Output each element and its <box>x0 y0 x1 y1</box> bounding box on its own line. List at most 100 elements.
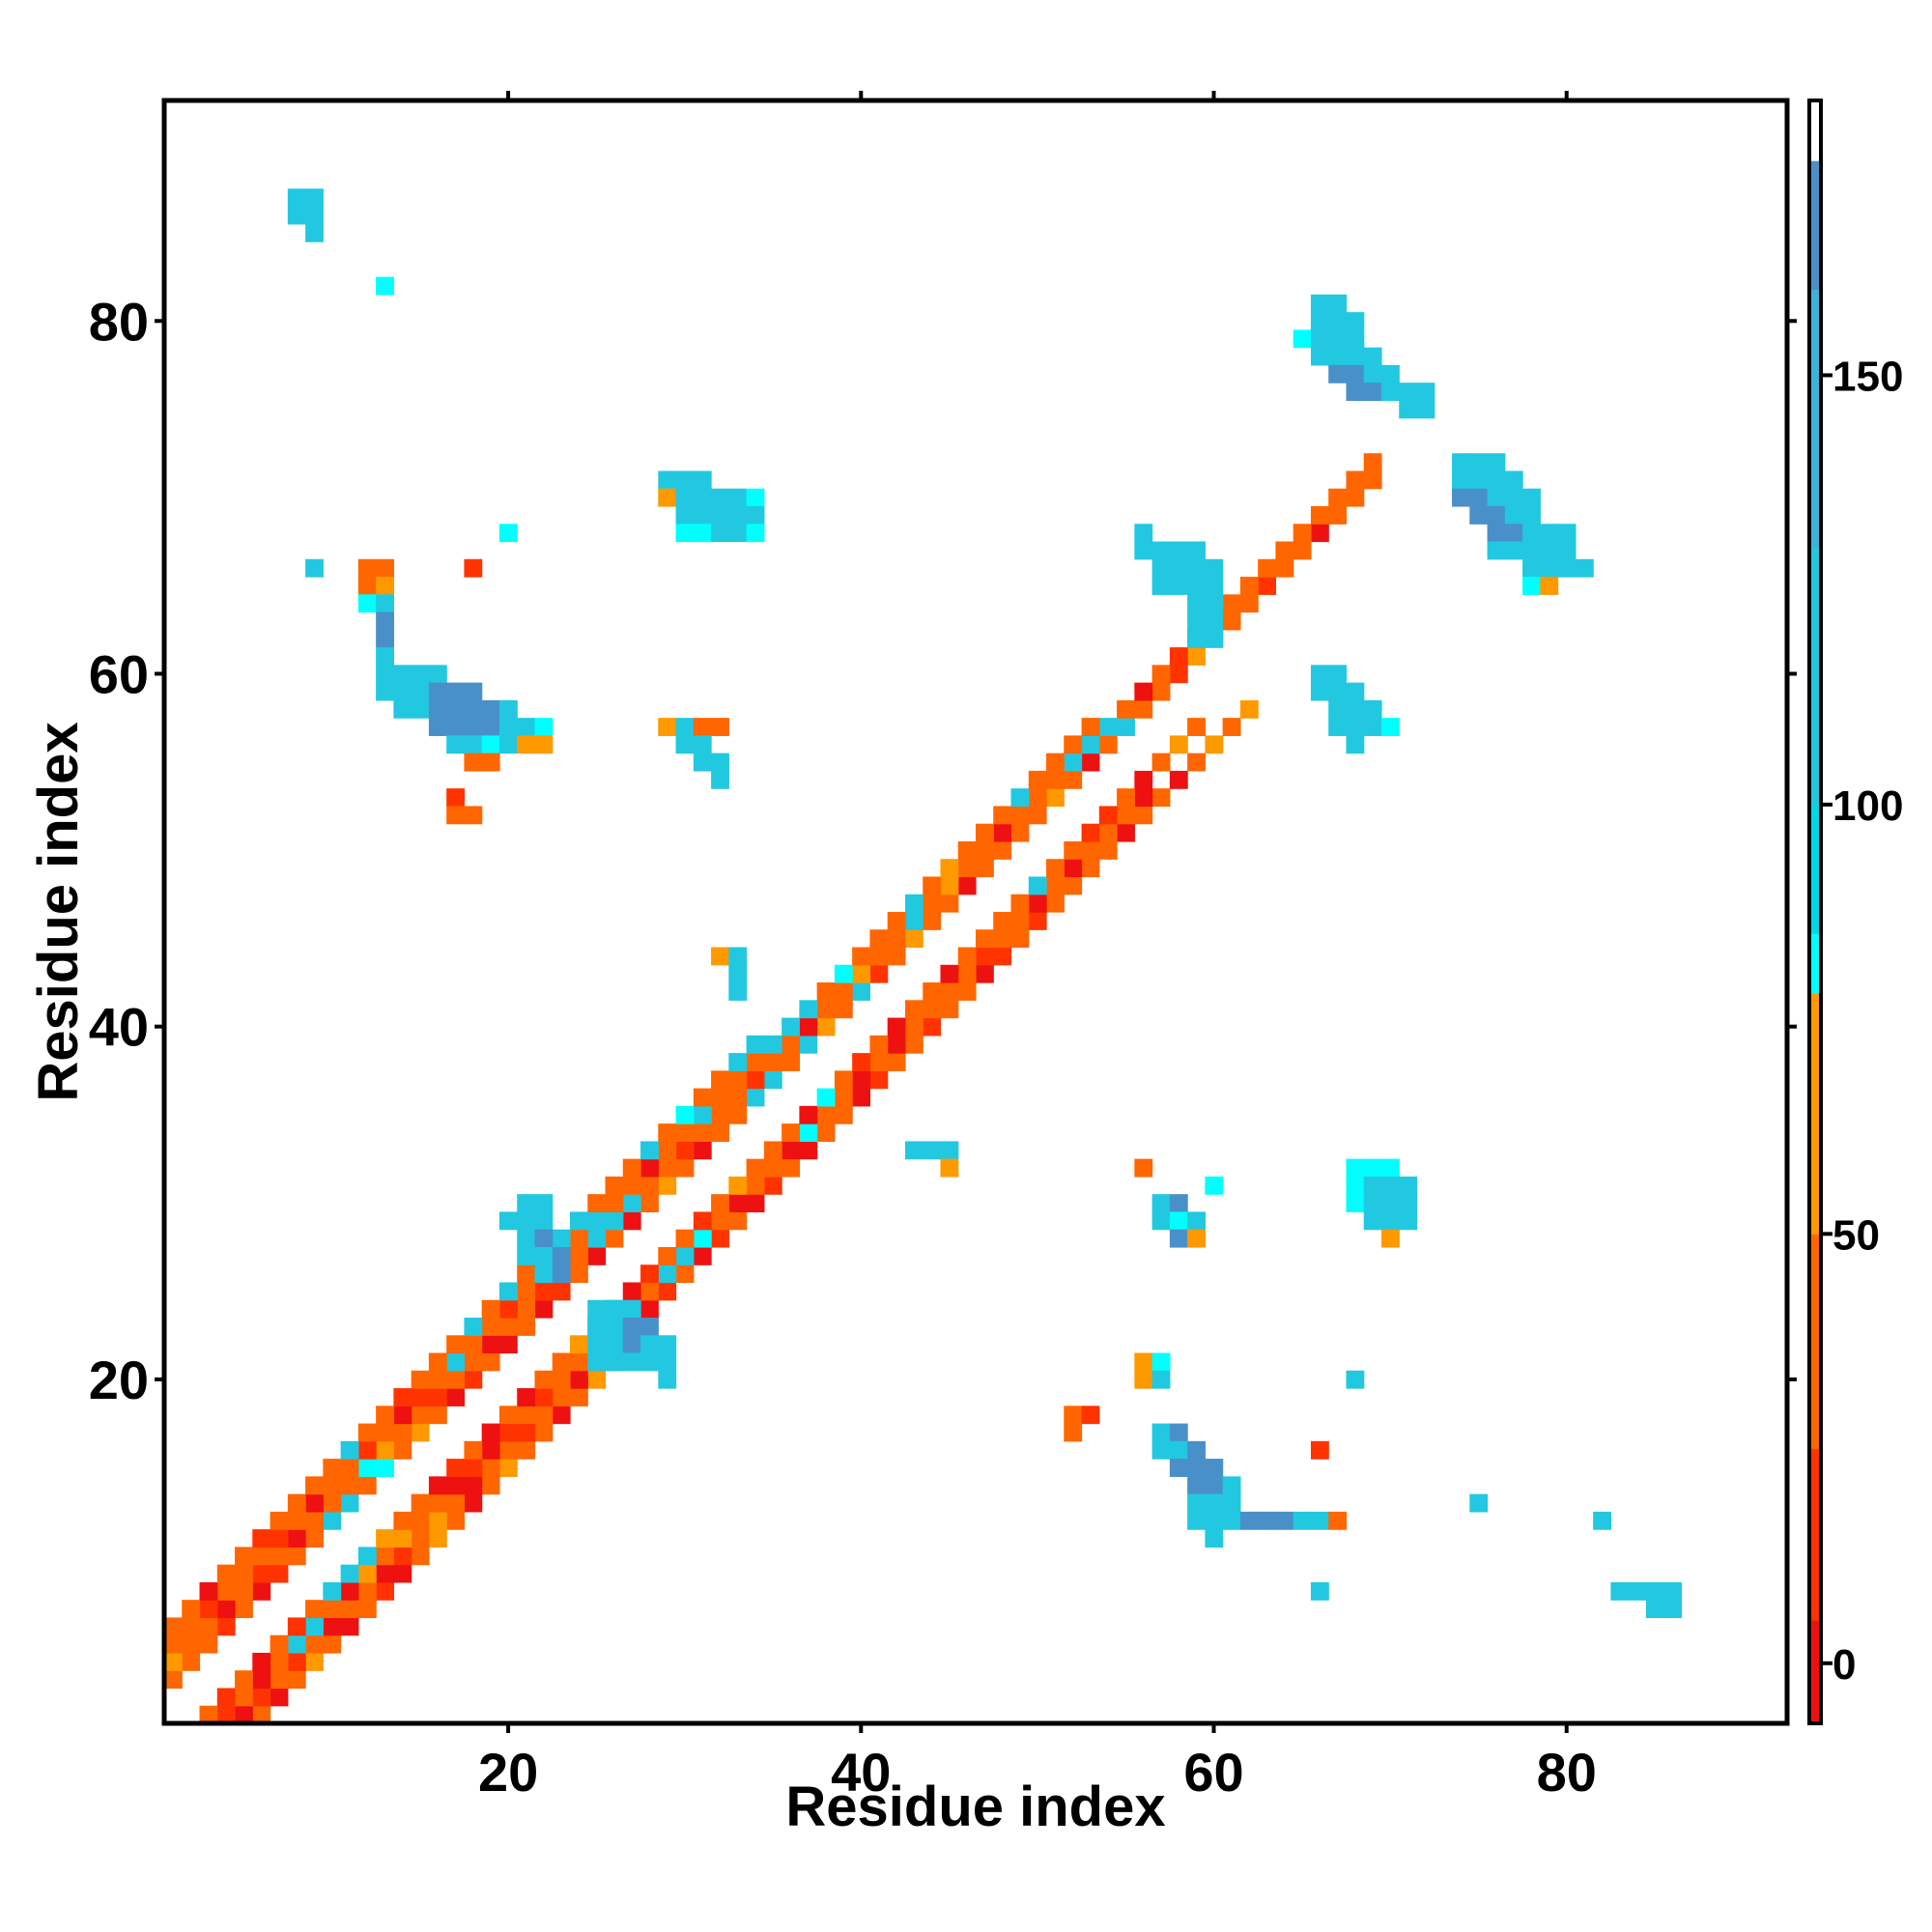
heat-cell <box>746 524 765 543</box>
heat-cell <box>1187 594 1206 613</box>
colorbar-tick-label: 150 <box>1833 353 1903 400</box>
heat-cell <box>640 1299 659 1319</box>
heat-cell <box>693 1211 712 1231</box>
heat-cell <box>411 1406 430 1425</box>
heat-cell <box>376 629 394 648</box>
heat-cell <box>1010 912 1030 930</box>
heat-cell <box>1522 541 1541 560</box>
heat-cell <box>376 594 394 613</box>
heat-cell <box>199 1617 218 1636</box>
heat-cell <box>1258 577 1277 595</box>
heat-cell <box>534 1406 554 1425</box>
heat-cell <box>570 1370 588 1389</box>
heat-cell <box>1663 1581 1683 1601</box>
heat-cell <box>1346 488 1365 507</box>
heat-cell <box>869 929 889 949</box>
heat-cell <box>376 1529 394 1548</box>
heat-cell <box>428 682 447 701</box>
heat-cell <box>799 1141 818 1160</box>
heat-cell <box>1363 1194 1382 1213</box>
heat-cell <box>252 1581 271 1601</box>
heat-cell <box>658 1123 677 1142</box>
heat-cell <box>711 718 729 736</box>
heat-cell <box>481 753 500 772</box>
y-tick-label: 40 <box>89 997 149 1058</box>
heat-cell <box>622 1335 641 1354</box>
heat-cell <box>622 1282 641 1301</box>
heat-cell <box>1610 1581 1630 1601</box>
colorbar-band <box>1809 1234 1821 1450</box>
heat-cell <box>446 1493 466 1513</box>
heat-cell <box>534 1229 554 1248</box>
heat-cell <box>464 558 483 578</box>
heat-cell <box>799 1105 818 1124</box>
heat-cell <box>517 1318 536 1336</box>
heat-cell <box>957 947 977 966</box>
heat-cell <box>252 1705 271 1724</box>
heat-cell <box>640 1352 659 1372</box>
heat-cell <box>658 718 677 736</box>
heat-cell <box>834 1088 853 1107</box>
heat-cell <box>675 470 695 490</box>
heat-cell <box>1205 594 1224 613</box>
heat-cell <box>1028 770 1047 789</box>
heat-cell <box>587 1211 607 1231</box>
heat-cell <box>1416 400 1435 419</box>
heat-cell <box>781 1141 800 1160</box>
heat-cell <box>1363 347 1382 366</box>
heat-cell <box>199 1705 218 1724</box>
heat-cell <box>1469 1493 1489 1513</box>
heat-cell <box>411 1423 430 1442</box>
heat-cell <box>411 1388 430 1406</box>
heat-cell <box>993 823 1012 842</box>
heat-cell <box>411 682 430 701</box>
heat-cell <box>1098 823 1118 842</box>
heat-cell <box>199 1581 218 1601</box>
heat-cell <box>393 1511 412 1530</box>
heat-cell <box>1205 1493 1224 1513</box>
heat-cell <box>1064 770 1083 789</box>
heat-cell <box>1187 1493 1206 1513</box>
heat-cell <box>1328 506 1348 525</box>
heat-cell <box>446 806 466 825</box>
heat-cell <box>1310 1511 1329 1530</box>
heat-cell <box>711 1105 729 1124</box>
heat-cell <box>923 982 942 1001</box>
heat-cell <box>746 1088 765 1107</box>
heat-cell <box>1487 524 1506 543</box>
heat-cell <box>534 735 554 754</box>
heat-cell <box>1187 753 1206 772</box>
heat-cell <box>976 964 994 983</box>
heat-cell <box>428 1511 447 1530</box>
heat-cell <box>587 1194 607 1213</box>
heat-cell <box>622 1318 641 1336</box>
heat-cell <box>993 806 1012 825</box>
heat-cell <box>887 947 906 966</box>
heat-cell <box>1416 383 1435 402</box>
heat-cell <box>305 223 324 242</box>
heat-cell <box>923 1017 942 1037</box>
heat-cell <box>464 735 483 754</box>
colorbar <box>1809 100 1821 1724</box>
heat-cell <box>1205 611 1224 631</box>
heat-cell <box>1046 753 1065 772</box>
heat-cell <box>1169 1423 1188 1442</box>
heat-cell <box>1469 470 1489 490</box>
heat-cell <box>1258 558 1277 578</box>
heat-cell <box>587 1246 607 1265</box>
heat-cell <box>1239 577 1259 595</box>
heat-cell <box>658 1246 677 1265</box>
heat-cell <box>235 1670 253 1690</box>
heat-cell <box>534 1388 554 1406</box>
heat-cell <box>376 647 394 666</box>
heat-cell <box>728 1194 748 1213</box>
heat-cell <box>1010 806 1030 825</box>
heat-cell <box>446 1511 466 1530</box>
heat-cell <box>852 1070 871 1090</box>
heat-cell <box>852 982 871 1001</box>
heat-cell <box>376 611 394 631</box>
colorbar-tick-label: 0 <box>1833 1641 1856 1689</box>
heat-cell <box>675 488 695 507</box>
heat-cell <box>357 577 377 595</box>
heat-cell <box>1187 611 1206 631</box>
